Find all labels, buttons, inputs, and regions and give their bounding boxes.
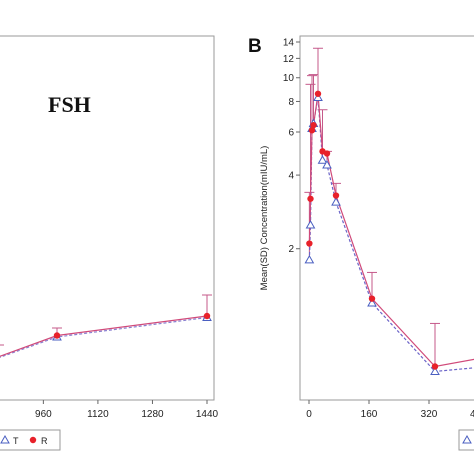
panel-b-legend-box xyxy=(458,429,474,451)
panel-b-y-axis-label: Mean(SD) Concentration(mIU/mL) xyxy=(259,146,270,291)
panel-b-series-line-T xyxy=(308,97,474,373)
panel-b-x-axis: 0 160 320 4 xyxy=(306,400,474,420)
panel-b-point-R xyxy=(332,192,340,199)
panel-b-label: B xyxy=(248,36,262,57)
panel-b-point-T xyxy=(331,197,341,206)
panel-a-x-axis: 960 1120 1280 1440 xyxy=(35,400,219,420)
panel-b-point-R xyxy=(431,363,439,370)
panel-a-x-tick-label: 960 xyxy=(35,409,52,420)
panel-a-legend-marker-T xyxy=(0,434,10,444)
panel-a-legend-label-R: R xyxy=(41,436,48,446)
panel-a-series-line-T xyxy=(0,316,208,358)
panel-b-point-R xyxy=(323,150,331,157)
panel-a-point-R xyxy=(53,332,61,339)
panel-b-point-T xyxy=(322,159,332,169)
panel-b-y-tick-label: 10 xyxy=(283,73,295,84)
panel-b-point-R xyxy=(306,240,313,247)
panel-b-x-tick-label: 320 xyxy=(421,409,438,420)
panel-b-point-R xyxy=(307,195,314,202)
panel-a-series-line-R xyxy=(0,315,208,357)
panel-a-legend-label-T: T xyxy=(13,436,19,446)
panel-b-series-line-R xyxy=(308,93,474,368)
panel-a-plot xyxy=(0,294,212,358)
panel-b-point-T xyxy=(304,254,315,264)
panel-b-point-T xyxy=(430,366,440,375)
panel-b-point-R xyxy=(310,121,317,129)
panel-b-plot xyxy=(304,47,474,375)
panel-b-point-T xyxy=(367,297,377,307)
panel-b-x-tick-label: 160 xyxy=(361,409,378,420)
panel-a-x-tick-label: 1440 xyxy=(196,409,219,420)
panel-b-y-axis: 2 4 6 8 10 12 14 xyxy=(283,38,300,255)
panel-b: B Mean(SD) Concentration(mIU/mL) 2 4 6 8 10 1… xyxy=(248,35,474,451)
panel-a-frame xyxy=(0,35,215,401)
panel-b-y-tick-label: 8 xyxy=(288,97,294,108)
panel-b-point-R xyxy=(368,295,376,302)
panel-b-x-tick-label-cropped: 4 xyxy=(470,409,474,420)
panel-b-point-R xyxy=(308,127,316,134)
panel-b-y-tick-label: 14 xyxy=(283,38,295,49)
panel-a-legend-box xyxy=(0,429,61,451)
panel-a-title: FSH xyxy=(48,92,91,117)
panel-b-y-tick-label: 12 xyxy=(283,54,295,65)
panel-b-legend-marker-T xyxy=(462,434,472,444)
panel-b-y-tick-label: 4 xyxy=(288,171,294,182)
panel-a-x-tick-label: 1280 xyxy=(141,409,164,420)
panel-b-y-tick-label: 6 xyxy=(288,128,294,139)
panel-a-x-tick-label: 1120 xyxy=(87,409,109,420)
panel-b-point-T xyxy=(317,155,328,164)
panel-b-frame xyxy=(299,35,474,401)
panel-a-legend-marker-R xyxy=(29,436,37,444)
panel-a-point-R xyxy=(203,312,211,320)
panel-b-legend xyxy=(458,429,474,451)
panel-b-point-T xyxy=(305,220,316,229)
panel-b-point-R xyxy=(314,90,322,97)
panel-b-point-T xyxy=(313,92,323,102)
panel-b-x-tick-label: 0 xyxy=(306,409,312,420)
panel-b-y-tick-label: 2 xyxy=(288,244,294,255)
